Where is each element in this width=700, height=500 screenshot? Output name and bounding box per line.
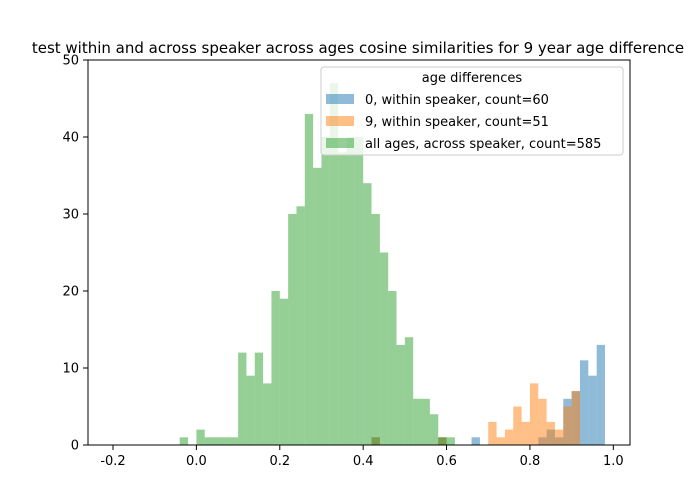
bar-series-1-bin-6 xyxy=(521,421,530,445)
legend-box xyxy=(320,66,624,156)
bar-series-2-bin-9 xyxy=(263,383,272,445)
bar-series-0-bin-8 xyxy=(579,360,589,445)
legend: age differences 0, within speaker, count=… xyxy=(320,66,624,156)
legend-label: 0, within speaker, count=60 xyxy=(365,93,549,108)
bar-series-2-bin-25 xyxy=(396,344,405,445)
bar-series-2-bin-29 xyxy=(429,414,439,445)
bar-series-1-bin-3 xyxy=(496,437,505,445)
bar-series-0-bin-10 xyxy=(596,344,605,445)
bar-series-2-bin-0 xyxy=(179,437,189,445)
bar-series-2-bin-30 xyxy=(438,437,447,445)
bar-series-2-bin-26 xyxy=(404,337,414,445)
y-tick-label: 20 xyxy=(62,285,79,300)
bar-series-2-bin-21 xyxy=(363,183,372,445)
bar-series-1-bin-7 xyxy=(529,383,539,445)
bar-series-2-bin-20 xyxy=(354,137,364,445)
bar-series-2-bin-4 xyxy=(221,437,230,445)
bar-series-1-bin-12 xyxy=(571,391,580,445)
y-tick-label: 10 xyxy=(62,362,79,377)
bar-series-2-bin-1 xyxy=(196,429,205,445)
bar-series-2-bin-12 xyxy=(288,214,297,445)
bar-series-0-bin-2 xyxy=(471,437,480,445)
x-tick-label: 0.8 xyxy=(520,454,541,469)
bar-series-2-bin-18 xyxy=(338,152,347,445)
y-tick-label: 30 xyxy=(62,208,79,223)
x-tick-label: 0.4 xyxy=(353,454,374,469)
bar-series-2-bin-19 xyxy=(346,137,355,445)
y-tick-label: 0 xyxy=(71,439,79,454)
bar-series-2-bin-3 xyxy=(213,437,222,445)
bar-series-2-bin-13 xyxy=(296,206,305,445)
bar-series-1-bin-5 xyxy=(513,406,522,445)
bar-series-2-bin-28 xyxy=(421,398,430,445)
bar-series-1-bin-2 xyxy=(488,421,497,445)
bar-series-1-bin-9 xyxy=(546,421,555,445)
bar-series-2-bin-2 xyxy=(204,437,214,445)
x-axis: -0.2 0.0 0.2 0.4 0.6 0.8 1.0 xyxy=(100,445,624,469)
bar-series-1-bin-11 xyxy=(563,406,572,445)
bar-series-2-bin-15 xyxy=(313,167,322,446)
bar-series-2-bin-14 xyxy=(304,113,314,446)
bar-series-1-bin-10 xyxy=(554,429,564,445)
bar-series-2-bin-8 xyxy=(254,352,264,445)
bar-series-2-bin-24 xyxy=(388,291,397,445)
bar-series-2-bin-7 xyxy=(246,375,255,445)
bars-layer xyxy=(179,83,605,446)
x-tick-label: 0.2 xyxy=(269,454,290,469)
x-tick-label: 0.6 xyxy=(436,454,457,469)
bar-series-2-bin-27 xyxy=(413,398,422,445)
bar-series-2-bin-17 xyxy=(329,83,339,445)
bar-series-2-bin-6 xyxy=(238,352,247,445)
x-tick-label: -0.2 xyxy=(100,454,125,469)
x-tick-label: 0.0 xyxy=(186,454,207,469)
bar-series-2-bin-23 xyxy=(379,252,389,445)
legend-label: all ages, across speaker, count=585 xyxy=(365,137,601,152)
y-axis: 0 10 20 30 40 50 xyxy=(62,54,88,454)
legend-swatch xyxy=(326,116,354,126)
legend-title: age differences xyxy=(422,71,523,86)
x-tick-label: 1.0 xyxy=(603,454,624,469)
bar-series-0-bin-9 xyxy=(588,375,597,445)
y-tick-label: 40 xyxy=(62,131,79,146)
bar-series-2-bin-5 xyxy=(229,437,239,445)
bar-series-2-bin-22 xyxy=(371,214,380,445)
bar-series-2-bin-16 xyxy=(321,137,330,445)
bar-series-2-bin-10 xyxy=(271,291,280,445)
legend-label: 9, within speaker, count=51 xyxy=(365,115,549,130)
legend-swatch xyxy=(326,138,354,148)
bar-series-2-bin-31 xyxy=(446,437,455,445)
chart-title: test within and across speaker across ag… xyxy=(32,39,684,57)
bar-series-2-bin-11 xyxy=(279,298,289,445)
plot-frame xyxy=(87,59,631,446)
bar-series-1-bin-8 xyxy=(538,398,547,445)
legend-swatch xyxy=(326,94,354,104)
y-tick-label: 50 xyxy=(62,54,79,69)
bar-series-1-bin-4 xyxy=(504,429,514,445)
